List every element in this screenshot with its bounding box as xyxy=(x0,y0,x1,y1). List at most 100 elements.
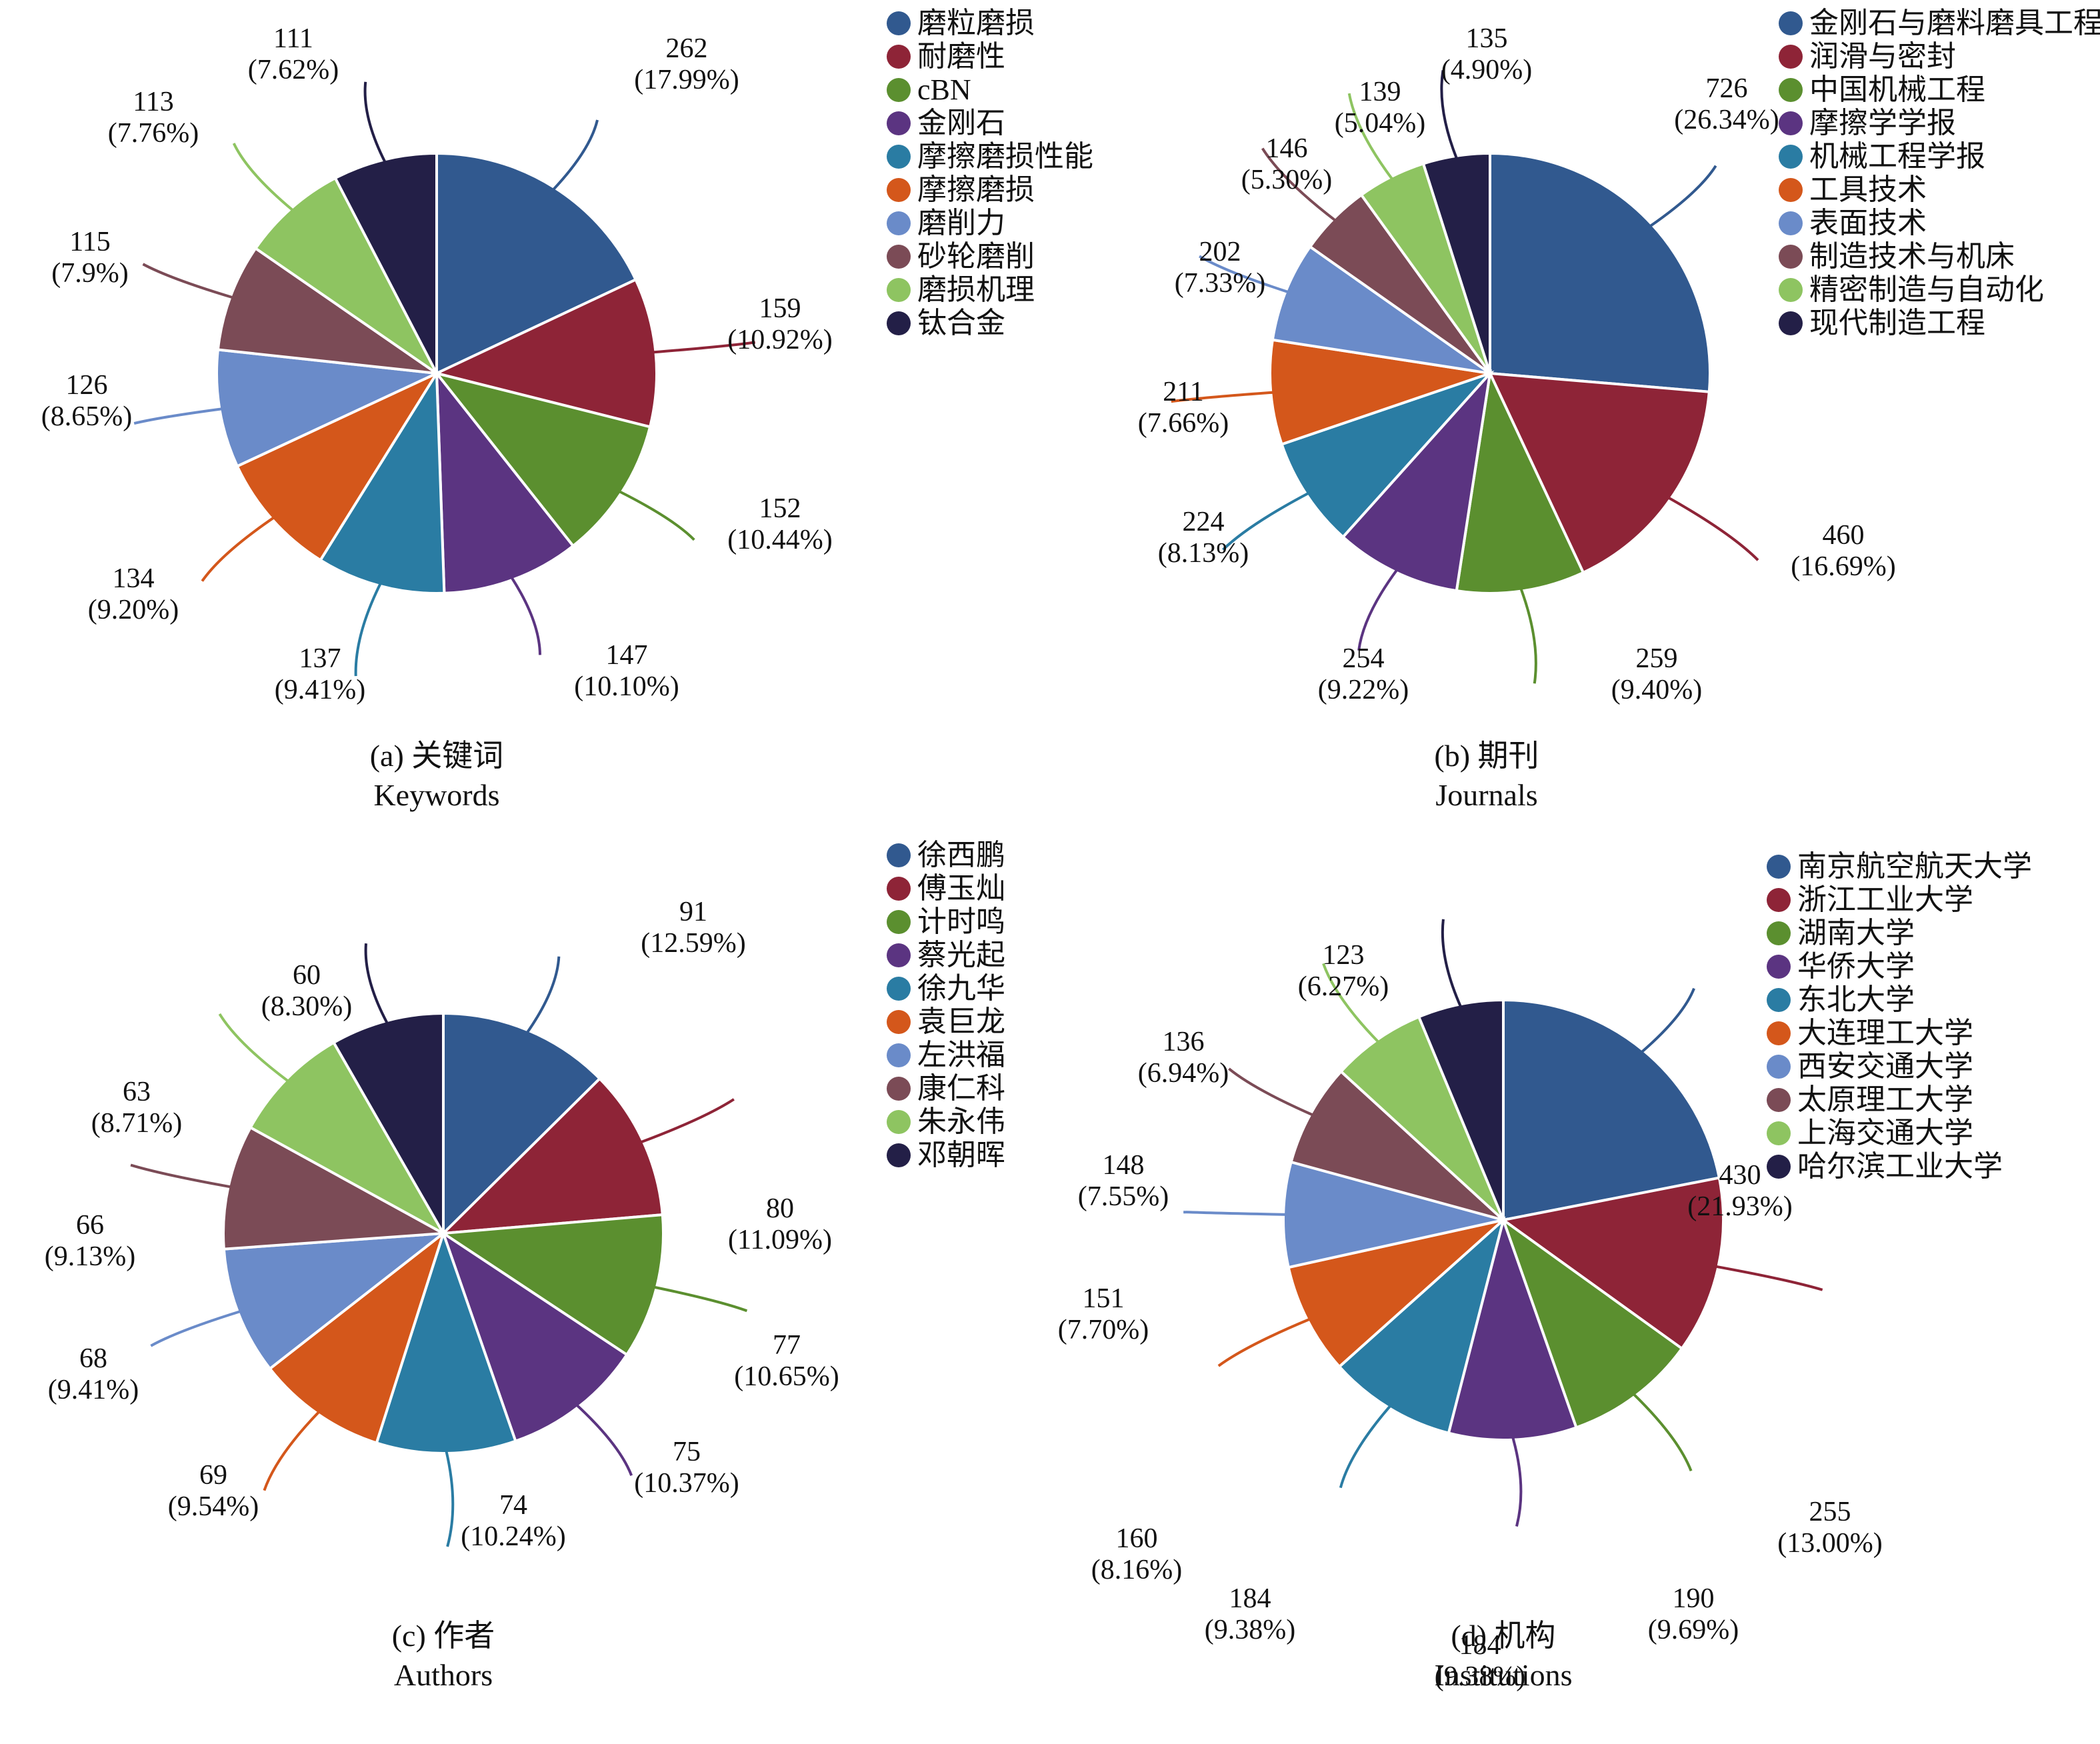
legend-item[interactable]: 东北大学 xyxy=(1767,983,2032,1017)
legend-item[interactable]: 康仁科 xyxy=(887,1072,1005,1105)
leader-line xyxy=(1715,1265,1823,1291)
slice-percent: (6.27%) xyxy=(1297,971,1389,1003)
legend-item[interactable]: 邓朝晖 xyxy=(887,1139,1005,1172)
legend-item[interactable]: 摩擦磨损 xyxy=(887,173,1093,207)
legend-item[interactable]: 制造技术与机床 xyxy=(1779,240,2100,273)
legend-item-label: 砂轮磨削 xyxy=(917,239,1035,273)
legend-item[interactable]: 金刚石 xyxy=(887,107,1093,140)
slice-label-b-0: 726 (26.34%) xyxy=(1627,73,1827,136)
legend-item[interactable]: cBN xyxy=(887,73,1093,107)
legend-item[interactable]: 机械工程学报 xyxy=(1779,140,2100,173)
legend-item[interactable]: 表面技术 xyxy=(1779,207,2100,240)
legend-item[interactable]: 磨削力 xyxy=(887,207,1093,240)
slice-label-c-2: 77 (10.65%) xyxy=(687,1330,887,1393)
slice-percent: (10.37%) xyxy=(634,1468,739,1499)
slice-value: 224 xyxy=(1182,507,1225,537)
slice-value: 184 xyxy=(1229,1583,1271,1614)
legend-color-swatch-icon xyxy=(887,245,911,269)
legend-item[interactable]: 精密制造与自动化 xyxy=(1779,273,2100,307)
legend-item-label: 湖南大学 xyxy=(1797,916,1915,949)
legend-item[interactable]: 钛合金 xyxy=(887,307,1093,340)
leader-line xyxy=(525,956,561,1034)
legend-item[interactable]: 磨损机理 xyxy=(887,273,1093,307)
legend-item[interactable]: 摩擦学学报 xyxy=(1779,107,2100,140)
legend-item[interactable]: 计时鸣 xyxy=(887,905,1005,939)
legend-color-swatch-icon xyxy=(1767,855,1791,879)
legend-color-swatch-icon xyxy=(1779,278,1803,302)
slice-percent: (9.41%) xyxy=(47,1375,139,1406)
legend-item[interactable]: 磨粒磨损 xyxy=(887,7,1093,40)
legend-item[interactable]: 蔡光起 xyxy=(887,939,1005,972)
slice-label-c-8: 63 (8.71%) xyxy=(37,1077,237,1139)
legend-item[interactable]: 现代制造工程 xyxy=(1779,307,2100,340)
leader-line xyxy=(232,143,294,212)
legend-item[interactable]: 上海交通大学 xyxy=(1767,1117,2032,1150)
slice-value: 137 xyxy=(299,643,341,674)
legend-color-swatch-icon xyxy=(1767,1088,1791,1112)
pie-slice[interactable] xyxy=(1489,151,1711,393)
slice-percent: (7.33%) xyxy=(1174,268,1266,299)
slice-label-c-3: 75 (10.37%) xyxy=(587,1437,787,1499)
slice-percent: (7.9%) xyxy=(51,258,129,289)
legend-color-swatch-icon xyxy=(1767,1155,1791,1179)
legend-item-label: 摩擦学学报 xyxy=(1809,106,1956,139)
slice-value: 152 xyxy=(759,493,801,524)
slice-value: 111 xyxy=(273,23,313,54)
legend-item[interactable]: 哈尔滨工业大学 xyxy=(1767,1150,2032,1183)
legend-color-swatch-icon xyxy=(1767,1021,1791,1045)
slice-percent: (4.90%) xyxy=(1441,55,1533,86)
legend-color-swatch-icon xyxy=(1767,1121,1791,1145)
legend-item[interactable]: 大连理工大学 xyxy=(1767,1017,2032,1050)
legend-item[interactable]: 徐九华 xyxy=(887,972,1005,1005)
legend-item[interactable]: 中国机械工程 xyxy=(1779,73,2100,107)
legend-item[interactable]: 砂轮磨削 xyxy=(887,240,1093,273)
slice-value: 460 xyxy=(1822,520,1865,551)
legend-item[interactable]: 耐磨性 xyxy=(887,40,1093,73)
legend-item-label: 大连理工大学 xyxy=(1797,1016,1973,1049)
slice-value: 146 xyxy=(1265,133,1308,164)
slice-percent: (7.76%) xyxy=(107,118,199,149)
legend-item[interactable]: 南京航空航天大学 xyxy=(1767,850,2032,883)
legend-item[interactable]: 西安交通大学 xyxy=(1767,1050,2032,1083)
leader-line xyxy=(1261,147,1337,222)
legend-item[interactable]: 朱永伟 xyxy=(887,1105,1005,1139)
legend-item[interactable]: 湖南大学 xyxy=(1767,917,2032,950)
legend-item[interactable]: 太原理工大学 xyxy=(1767,1083,2032,1117)
panel-caption-journals: (b) 期刊 Journals xyxy=(1337,737,1637,815)
leader-line xyxy=(1228,1067,1314,1117)
slice-value: 148 xyxy=(1102,1150,1145,1181)
legend-color-swatch-icon xyxy=(887,145,911,169)
legend-color-swatch-icon xyxy=(887,943,911,967)
legend-color-swatch-icon xyxy=(887,78,911,102)
slice-value: 202 xyxy=(1199,237,1241,267)
slice-label-b-5: 211 (7.66%) xyxy=(1083,377,1283,439)
leader-line xyxy=(1357,569,1399,651)
legend-item-label: 邓朝晖 xyxy=(917,1138,1005,1171)
legend-item-label: 康仁科 xyxy=(917,1071,1005,1105)
slice-label-a-9: 111 (7.62%) xyxy=(193,23,393,86)
slice-label-d-4: 184 (9.38%) xyxy=(1150,1583,1350,1646)
legend-item[interactable]: 傅玉灿 xyxy=(887,872,1005,905)
slice-label-c-0: 91 (12.59%) xyxy=(593,897,793,959)
legend-color-swatch-icon xyxy=(887,11,911,35)
legend-color-swatch-icon xyxy=(1779,111,1803,135)
legend-item[interactable]: 徐西鹏 xyxy=(887,839,1005,872)
legend-item[interactable]: 浙江工业大学 xyxy=(1767,883,2032,917)
slice-label-b-4: 224 (8.13%) xyxy=(1103,507,1303,569)
leader-line xyxy=(653,1285,748,1313)
legend-item-label: 朱永伟 xyxy=(917,1105,1005,1138)
legend-item[interactable]: 工具技术 xyxy=(1779,173,2100,207)
slice-percent: (7.70%) xyxy=(1057,1315,1149,1346)
slice-percent: (9.13%) xyxy=(44,1241,136,1273)
legend-item[interactable]: 左洪福 xyxy=(887,1039,1005,1072)
legend-item-label: 钛合金 xyxy=(917,306,1005,339)
slice-label-d-8: 136 (6.94%) xyxy=(1083,1027,1283,1089)
legend-item[interactable]: 金刚石与磨料磨具工程 xyxy=(1779,7,2100,40)
legend-item[interactable]: 摩擦磨损性能 xyxy=(887,140,1093,173)
pie-chart-keywords xyxy=(133,81,756,677)
legend-item[interactable]: 袁巨龙 xyxy=(887,1005,1005,1039)
slice-value: 160 xyxy=(1115,1523,1158,1554)
legend-item[interactable]: 华侨大学 xyxy=(1767,950,2032,983)
legend-item[interactable]: 润滑与密封 xyxy=(1779,40,2100,73)
slice-percent: (10.10%) xyxy=(574,671,679,703)
